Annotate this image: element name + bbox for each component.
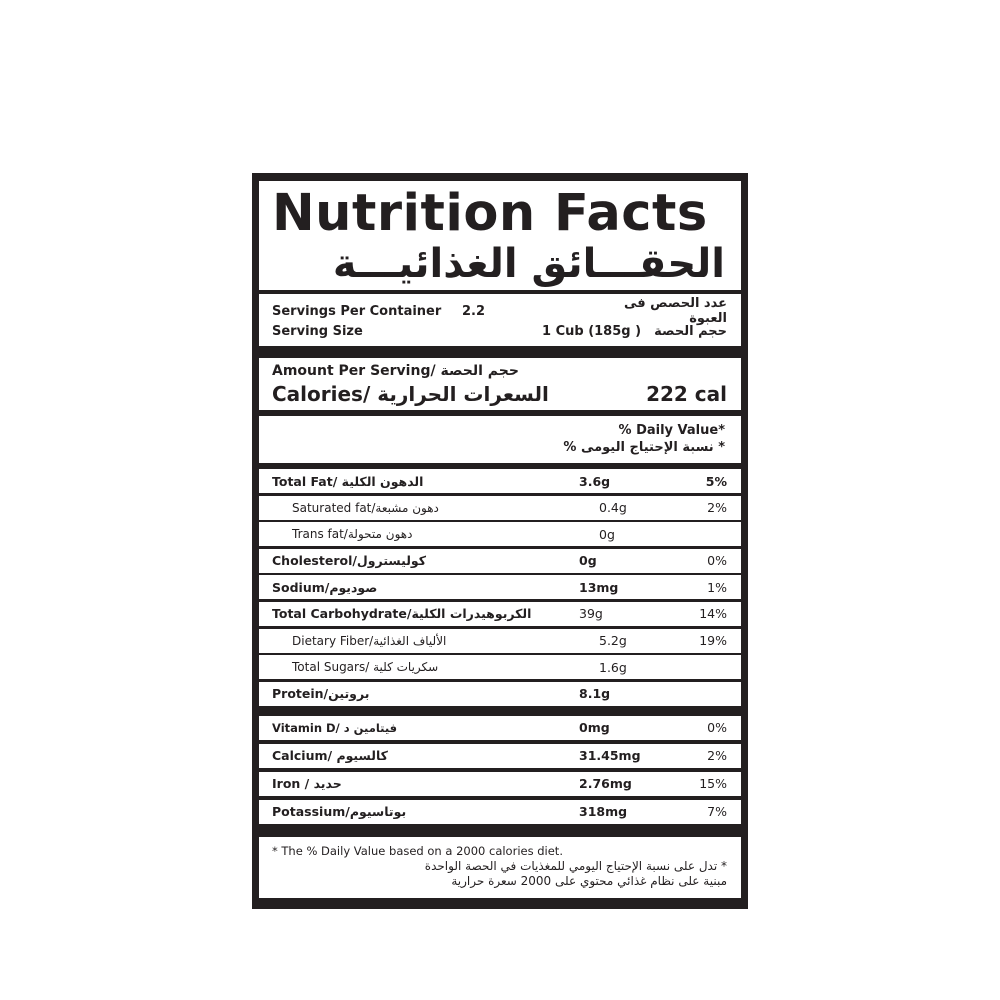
vitamin-amount: 31.45mg [579, 748, 641, 764]
nutrient-amount: 5.2g [599, 633, 627, 649]
amount-per-serving: Amount Per Serving/ حجم الحصة [272, 363, 519, 379]
nutrient-name: Total Sugars/ سكريات كلية [292, 660, 439, 675]
vitamin-amount: 2.76mg [579, 776, 632, 792]
vitamin-row: Potassium/بوتاسيوم 318mg 7% [259, 799, 741, 824]
vitamin-rows: Vitamin D/ فيتامين د 0mg 0% Calcium/ كالسي… [259, 715, 741, 824]
daily-value-header: % Daily Value* * نسبة الإحتياج اليومى % [259, 416, 741, 463]
nutrient-row: Protein/بروتين 8.1g [259, 681, 741, 706]
nutrient-amount: 0g [579, 553, 597, 569]
nutrient-row: Saturated fat/دهون مشبعة 0.4g 2% [259, 495, 741, 520]
nutrient-amount: 13mg [579, 579, 619, 595]
nutrient-name: Protein/بروتين [272, 686, 370, 702]
footnote-arabic-line-2: مبنية على نظام غذائي محتوي على 2000 سعرة… [451, 873, 727, 888]
nutrient-percent: 14% [699, 606, 727, 622]
nutrient-row: Dietary Fiber/الألياف الغذائية 5.2g 19% [259, 628, 741, 653]
nutrient-name: Cholesterol/كوليسترول [272, 553, 427, 569]
nutrient-amount: 8.1g [579, 686, 611, 702]
nutrient-percent: 1% [707, 579, 727, 595]
nutrient-name: Saturated fat/دهون مشبعة [292, 500, 439, 515]
vitamin-name: Vitamin D/ فيتامين د [272, 720, 398, 735]
nutrient-name: Total Fat/ الدهون الكلية [272, 473, 424, 489]
nutrient-amount: 0g [599, 526, 615, 542]
vitamin-row: Vitamin D/ فيتامين د 0mg 0% [259, 715, 741, 740]
vitamin-amount: 318mg [579, 804, 628, 820]
daily-value-english: % Daily Value* [618, 423, 725, 438]
nutrient-percent: 19% [699, 633, 727, 649]
nutrient-row: Cholesterol/كوليسترول 0g 0% [259, 548, 741, 573]
nutrient-rows: Total Fat/ الدهون الكلية 3.6g 5% Saturated… [259, 469, 741, 706]
nutrient-row: Trans fat/دهون متحولة 0g [259, 522, 741, 547]
servings-per-container-arabic: عدد الحصص فى العبوة [623, 296, 727, 326]
nutrient-row: Total Fat/ الدهون الكلية 3.6g 5% [259, 469, 741, 493]
nutrient-row: Total Carbohydrate/الكربوهيدرات الكلية 39… [259, 601, 741, 626]
vitamin-percent: 7% [707, 804, 727, 820]
vitamin-percent: 2% [707, 748, 727, 764]
nutrient-percent: 0% [707, 553, 727, 569]
nutrient-name: Dietary Fiber/الألياف الغذائية [292, 633, 447, 648]
servings-per-container-value: 2.2 [462, 303, 486, 319]
nutrient-amount: 3.6g [579, 473, 611, 489]
vitamin-name: Calcium/ كالسيوم [272, 748, 388, 764]
vitamin-percent: 0% [707, 720, 727, 736]
nutrient-percent: 2% [707, 500, 727, 516]
title-section: Nutrition Facts الحقـــائق الغذائيـــة [259, 181, 741, 290]
footnote-english: * The % Daily Value based on a 2000 calo… [272, 843, 563, 858]
nutrient-name: Sodium/صوديوم [272, 579, 378, 595]
nutrient-name: Trans fat/دهون متحولة [292, 527, 413, 542]
nutrition-facts-label: Nutrition Facts الحقـــائق الغذائيـــة S… [252, 173, 748, 909]
amount-section: Amount Per Serving/ حجم الحصة Calories/ … [259, 358, 741, 410]
nutrient-name: Total Carbohydrate/الكربوهيدرات الكلية [272, 606, 532, 622]
vitamin-name: Iron / حديد [272, 776, 342, 792]
nutrient-amount: 1.6g [599, 659, 627, 675]
nutrient-row: Total Sugars/ سكريات كلية 1.6g [259, 655, 741, 680]
servings-per-container: Servings Per Container 2.2 عدد الحصص فى … [272, 296, 727, 326]
footnote: * The % Daily Value based on a 2000 calo… [259, 836, 741, 898]
calories-label: Calories/ السعرات الحرارية [272, 382, 549, 406]
title-english: Nutrition Facts [272, 184, 708, 243]
nutrient-row: Sodium/صوديوم 13mg 1% [259, 575, 741, 600]
serving-size-label: Serving Size [272, 323, 363, 339]
nutrient-percent: 5% [705, 473, 727, 489]
serving-size: Serving Size 1 Cub (185g ) حجم الحصة [272, 321, 727, 341]
calories-value: 222 cal [646, 382, 727, 406]
daily-value-arabic: * نسبة الإحتياج اليومى % [563, 440, 725, 455]
title-arabic: الحقـــائق الغذائيـــة [332, 241, 725, 287]
vitamin-amount: 0mg [579, 720, 610, 736]
serving-size-arabic: حجم الحصة [654, 323, 727, 339]
nutrient-amount: 0.4g [599, 500, 627, 516]
vitamin-row: Calcium/ كالسيوم 31.45mg 2% [259, 743, 741, 768]
servings-section: Servings Per Container 2.2 عدد الحصص فى … [259, 294, 741, 346]
vitamin-row: Iron / حديد 2.76mg 15% [259, 771, 741, 796]
servings-per-container-label: Servings Per Container [272, 303, 442, 319]
serving-size-value: 1 Cub (185g ) [542, 323, 642, 339]
vitamin-name: Potassium/بوتاسيوم [272, 804, 407, 820]
nutrient-amount: 39g [579, 606, 603, 622]
footnote-arabic-line-1: * تدل على نسبة الإحتياج اليومي للمغذيات … [424, 858, 727, 873]
vitamin-percent: 15% [699, 776, 727, 792]
